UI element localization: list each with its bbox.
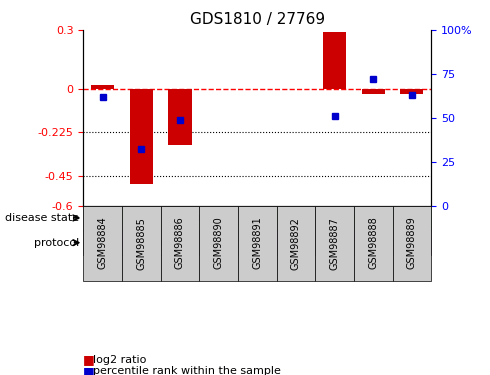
Text: GSM98887: GSM98887 — [330, 217, 340, 270]
FancyBboxPatch shape — [83, 230, 199, 255]
Bar — [91, 85, 114, 88]
FancyBboxPatch shape — [315, 206, 431, 230]
FancyBboxPatch shape — [83, 206, 122, 280]
Text: unoperated: unoperated — [109, 238, 173, 248]
FancyBboxPatch shape — [199, 230, 315, 255]
Text: log2 ratio: log2 ratio — [93, 355, 147, 365]
Title: GDS1810 / 27769: GDS1810 / 27769 — [190, 12, 325, 27]
Bar — [362, 88, 385, 94]
Text: GSM98890: GSM98890 — [214, 217, 223, 270]
Text: surgical blockage: surgical blockage — [324, 238, 422, 248]
Text: GSM98885: GSM98885 — [136, 217, 147, 270]
FancyBboxPatch shape — [238, 206, 276, 280]
Bar — [169, 88, 192, 145]
FancyBboxPatch shape — [315, 230, 431, 255]
FancyBboxPatch shape — [392, 206, 431, 280]
FancyBboxPatch shape — [315, 206, 354, 280]
FancyBboxPatch shape — [83, 206, 315, 230]
FancyBboxPatch shape — [122, 206, 161, 280]
Text: lymphedema: lymphedema — [337, 213, 410, 223]
FancyBboxPatch shape — [276, 206, 315, 280]
FancyBboxPatch shape — [199, 206, 238, 280]
Bar — [400, 88, 423, 94]
Text: disease state: disease state — [5, 213, 79, 223]
Text: GSM98886: GSM98886 — [175, 217, 185, 270]
Bar — [323, 32, 346, 88]
Text: percentile rank within the sample: percentile rank within the sample — [93, 366, 281, 375]
FancyBboxPatch shape — [161, 206, 199, 280]
Bar — [130, 88, 153, 184]
Text: surgical sham: surgical sham — [219, 238, 296, 248]
Text: GSM98884: GSM98884 — [98, 217, 108, 270]
Text: GSM98891: GSM98891 — [252, 217, 262, 270]
Text: normal: normal — [180, 213, 219, 223]
Text: ■: ■ — [83, 354, 95, 366]
Text: protocol: protocol — [34, 238, 79, 248]
Text: GSM98889: GSM98889 — [407, 217, 417, 270]
Text: GSM98892: GSM98892 — [291, 217, 301, 270]
Text: ■: ■ — [83, 365, 95, 375]
Text: GSM98888: GSM98888 — [368, 217, 378, 270]
FancyBboxPatch shape — [354, 206, 392, 280]
